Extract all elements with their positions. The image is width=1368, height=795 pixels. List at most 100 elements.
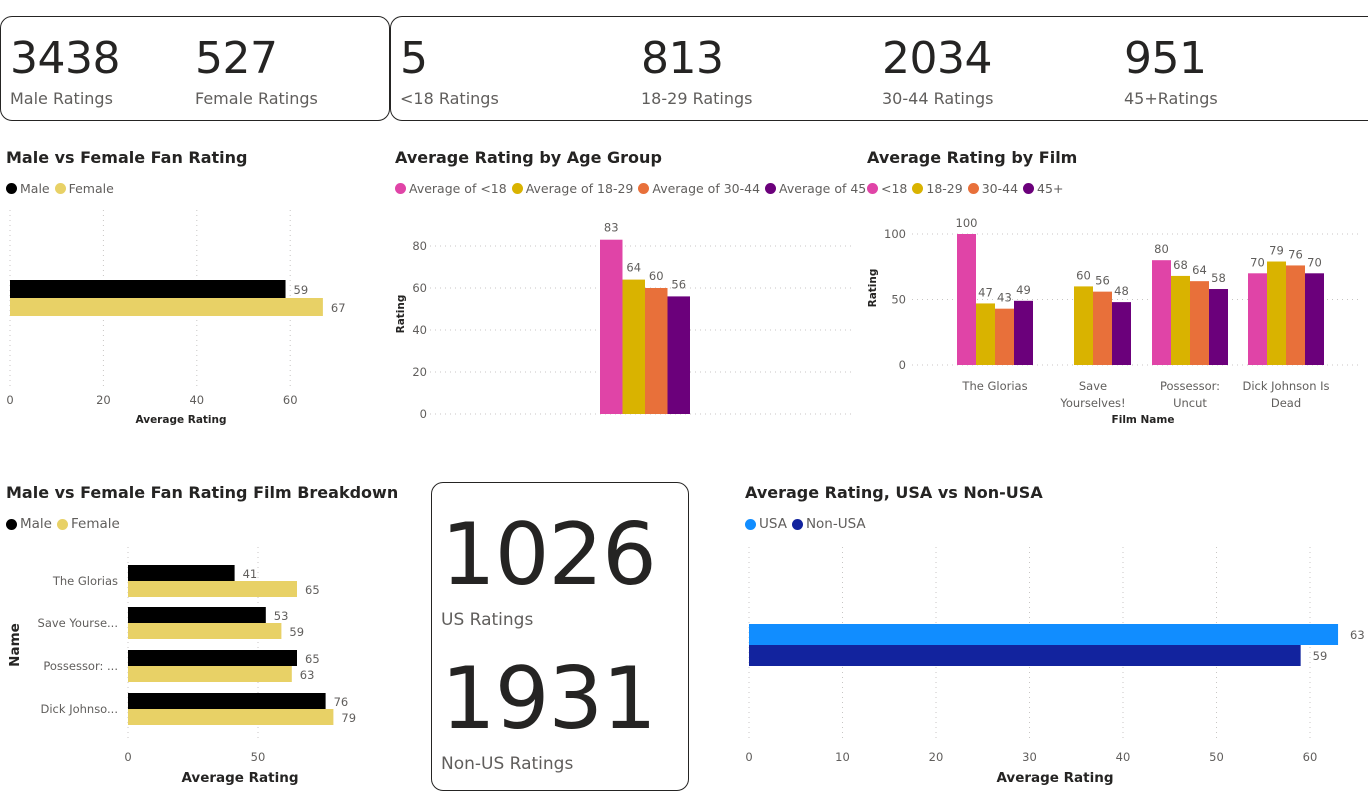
legend-dot [791, 518, 803, 530]
kpi-value: 1931 [441, 649, 657, 749]
legend-item[interactable]: <18 [867, 181, 907, 196]
chart-age: 0 20 40 60 80 83 64 60 56 Rating [395, 221, 855, 421]
kpi-value: 2034 [882, 33, 992, 84]
legend-item[interactable]: 45+ [1023, 181, 1063, 196]
x-tick-label: 0 [745, 750, 752, 764]
legend-item[interactable]: Male [6, 516, 52, 532]
legend-item[interactable]: 18-29 [912, 181, 963, 196]
data-label: 59 [289, 625, 304, 639]
data-label: 100 [956, 216, 978, 230]
bar-film-age[interactable] [1014, 300, 1033, 365]
kpi-value: 3438 [10, 33, 120, 84]
data-label: 59 [294, 283, 309, 297]
bar-age-group[interactable] [667, 296, 691, 414]
legend-film: <18 18-29 30-44 45+ [867, 181, 1068, 196]
bar-film-age[interactable] [976, 303, 995, 365]
x-tick-label: 20 [96, 393, 111, 407]
data-label: 65 [305, 652, 320, 666]
bar-film-age[interactable] [1267, 261, 1286, 365]
legend-item[interactable]: Female [54, 181, 114, 196]
kpi-age-card [390, 16, 1368, 121]
bar-age-group[interactable] [622, 279, 646, 414]
data-label: 64 [1192, 263, 1207, 277]
legend-gender: Male Female [6, 181, 119, 196]
kpi-us-ratings: 1026 US Ratings [441, 505, 657, 630]
legend-dot [867, 183, 878, 194]
legend-item[interactable]: Male [6, 181, 50, 196]
bar-usa[interactable] [749, 624, 1339, 645]
bar-film-age[interactable] [1305, 273, 1324, 365]
bar-female[interactable] [128, 709, 334, 725]
bar-male[interactable] [128, 693, 326, 709]
bar-film-age[interactable] [957, 234, 976, 365]
legend-item[interactable]: Female [56, 516, 120, 532]
bar-age-group[interactable] [600, 239, 623, 414]
legend-label: Female [68, 181, 114, 196]
bar-film-age[interactable] [1286, 265, 1305, 365]
kpi-label: Non-US Ratings [441, 754, 574, 774]
bar-age-group[interactable] [645, 288, 668, 414]
y-axis-title: Rating [867, 269, 879, 308]
data-label: 58 [1211, 271, 1226, 285]
y-axis-title: Name [7, 623, 23, 667]
chart-country: 0 10 20 30 40 50 60 63 59 Average Rating [745, 547, 1365, 786]
y-tick-label: The Glorias [52, 574, 118, 588]
legend-label: <18 [881, 181, 908, 196]
legend-item[interactable]: 30-44 [967, 181, 1019, 196]
y-tick-label: 0 [899, 358, 906, 372]
legend-label: Average of <18 [409, 181, 507, 196]
legend-item[interactable]: Average of 45+ [765, 181, 877, 196]
legend-dot [6, 183, 17, 194]
bar-film-age[interactable] [1190, 281, 1209, 365]
bar-non-usa[interactable] [749, 645, 1301, 666]
y-tick-label: 100 [884, 227, 906, 241]
bar-female[interactable] [10, 298, 323, 316]
kpi-non-us-ratings: 1931 Non-US Ratings [441, 649, 657, 774]
legend-item[interactable]: Average of 18-29 [511, 181, 633, 196]
kpi-label: US Ratings [441, 610, 534, 630]
x-tick-label: 30 [1022, 750, 1037, 764]
y-tick-label: 40 [412, 323, 427, 337]
bar-film-age[interactable] [1209, 289, 1228, 365]
bar-film-age[interactable] [1112, 302, 1131, 365]
bar-female[interactable] [128, 581, 297, 597]
legend-item[interactable]: Non-USA [791, 516, 866, 532]
x-tick-label: Uncut [1173, 396, 1207, 410]
x-axis-title: Average Rating [135, 414, 226, 426]
bar-female[interactable] [128, 666, 292, 682]
bar-film-age[interactable] [1093, 291, 1112, 365]
legend-item[interactable]: USA [745, 516, 787, 532]
x-tick-label: Possessor: [1160, 379, 1220, 393]
chart-gender: 0 20 40 60 59 67 Average Rating [6, 210, 346, 426]
legend-item[interactable]: Average of 30-44 [638, 181, 760, 196]
legend-dot [54, 183, 66, 194]
bar-film-age[interactable] [1248, 273, 1267, 365]
chart-film: 0 50 100 100 47 43 49 The Glorias 60 56 48 Save Your… [867, 216, 1360, 426]
legend-dot [765, 183, 777, 194]
kpi-18-29-ratings: 813 18-29 Ratings [641, 37, 753, 109]
bar-film-age[interactable] [1171, 275, 1190, 365]
x-tick-label: Yourselves! [1059, 396, 1125, 410]
bar-male[interactable] [10, 280, 286, 298]
data-label: 47 [978, 285, 993, 299]
legend-film-gender: Male Female [6, 516, 125, 532]
kpi-label: <18 Ratings [400, 89, 499, 108]
kpi-value: 1026 [441, 505, 657, 605]
bar-film-age[interactable] [995, 308, 1014, 365]
bar-male[interactable] [128, 607, 266, 623]
bar-film-age[interactable] [1074, 286, 1093, 365]
bar-male[interactable] [128, 650, 297, 666]
y-tick-label: Dick Johnso... [41, 702, 119, 716]
kpi-label: 18-29 Ratings [641, 89, 753, 108]
legend-country: USA Non-USA [745, 516, 871, 532]
legend-label: Average of 30-44 [652, 181, 761, 196]
bar-female[interactable] [128, 623, 282, 639]
data-label: 49 [1016, 283, 1031, 297]
legend-item[interactable]: Average of <18 [395, 181, 507, 196]
bar-male[interactable] [128, 565, 235, 581]
kpi-lt18-ratings: 5 <18 Ratings [400, 37, 499, 109]
legend-label: 30-44 [981, 181, 1019, 196]
x-tick-label: 40 [1116, 750, 1131, 764]
bar-film-age[interactable] [1152, 260, 1171, 365]
